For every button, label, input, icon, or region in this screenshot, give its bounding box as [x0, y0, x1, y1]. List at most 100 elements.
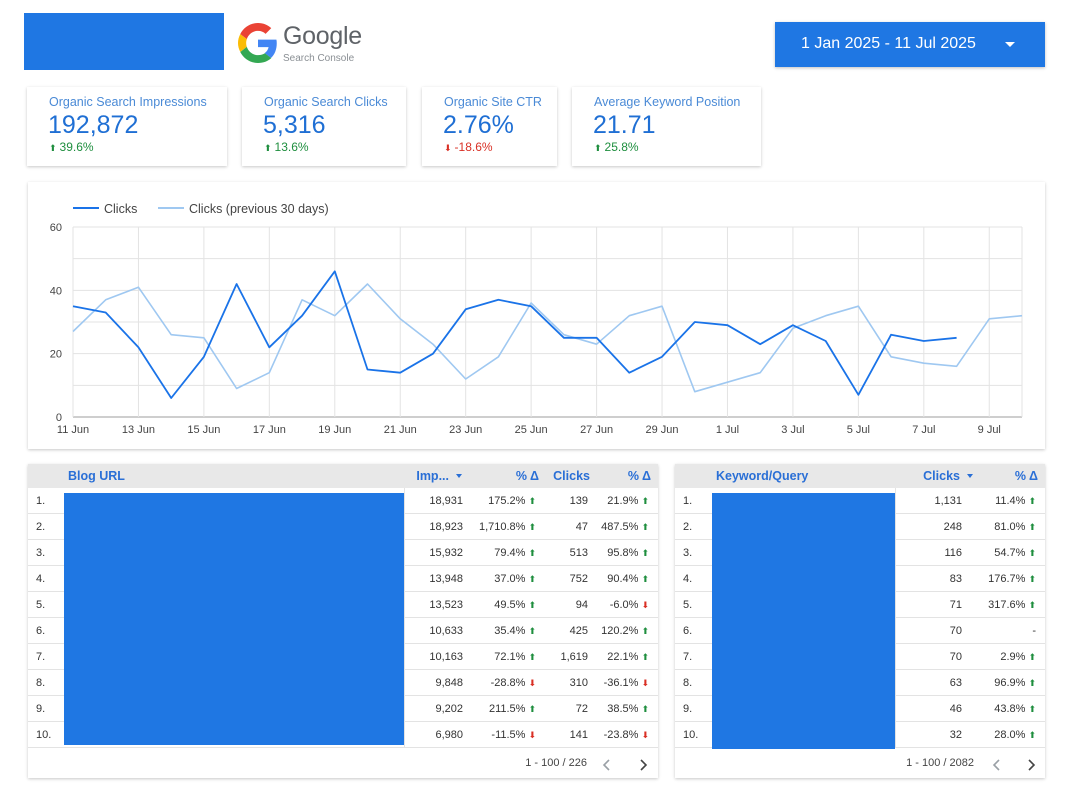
impressions-cell: 10,163: [429, 651, 463, 663]
arrow-up-icon: ⬆: [1028, 574, 1036, 584]
col-header-clicks-delta[interactable]: % Δ: [627, 469, 651, 483]
impressions-cell: 13,948: [429, 573, 463, 585]
table-row[interactable]: 10. 6,980 -11.5% ⬇ 141 -23.8% ⬇: [28, 722, 658, 748]
delta-cell: 317.6% ⬆: [988, 599, 1036, 611]
delta-cell: 79.4% ⬆: [494, 547, 536, 559]
kpi-label: Organic Site CTR: [444, 95, 542, 109]
col-header-blog-url[interactable]: Blog URL: [68, 469, 125, 483]
delta-cell: 28.0% ⬆: [994, 729, 1036, 741]
col-header-clicks[interactable]: Clicks: [553, 469, 590, 483]
arrow-up-icon: ⬆: [1028, 730, 1036, 740]
impressions-cell: 13,523: [429, 599, 463, 611]
clicks-cell: 47: [575, 521, 588, 533]
clicks-cell: 1,619: [560, 651, 588, 663]
impressions-cell: 18,931: [429, 495, 463, 507]
col-header-impressions-delta[interactable]: % Δ: [515, 469, 539, 483]
arrow-up-icon: ⬆: [528, 626, 536, 636]
clicks-cell: 94: [575, 599, 588, 611]
arrow-down-icon: ⬇: [641, 600, 649, 610]
kpi-delta: ⬆ 13.6%: [264, 140, 309, 154]
arrow-up-icon: ⬆: [528, 522, 536, 532]
clicks-cell: 752: [569, 573, 588, 585]
delta-cell: 21.9% ⬆: [607, 495, 649, 507]
brand-logo-block: [24, 13, 224, 70]
clicks-cell: 116: [944, 547, 962, 559]
row-index: 3.: [36, 547, 46, 559]
arrow-up-icon: ⬆: [1028, 496, 1036, 506]
column-divider: [404, 488, 405, 748]
chevron-left-icon[interactable]: [600, 758, 614, 772]
x-tick-label: 13 Jun: [122, 424, 155, 436]
arrow-up-icon: ⬆: [528, 704, 536, 714]
arrow-up-icon: ⬆: [1028, 652, 1036, 662]
arrow-up-icon: ⬆: [1028, 704, 1036, 714]
redacted-keywords: [712, 493, 895, 749]
delta-cell: 11.4% ⬆: [995, 495, 1036, 507]
arrow-up-icon: ⬆: [641, 704, 649, 714]
clicks-cell: 425: [569, 625, 588, 637]
arrow-down-icon: ⬇: [641, 730, 649, 740]
kpi-delta: ⬇ -18.6%: [444, 140, 493, 154]
delta-cell: 38.5% ⬆: [607, 703, 649, 715]
blog-url-table: Blog URL Imp... % Δ Clicks % Δ 1. 18,931 1…: [28, 464, 658, 778]
arrow-up-icon: ⬆: [1028, 522, 1036, 532]
impressions-cell: 15,932: [429, 547, 463, 559]
google-wordmark: Google: [283, 22, 362, 50]
delta-cell: 1,710.8% ⬆: [478, 521, 536, 533]
row-index: 2.: [683, 521, 693, 533]
clicks-cell: 71: [949, 599, 962, 611]
col-header-clicks[interactable]: Clicks: [923, 469, 973, 483]
sort-desc-icon: [967, 474, 973, 478]
arrow-up-icon: ⬆: [528, 548, 536, 558]
date-range-picker[interactable]: 1 Jan 2025 - 11 Jul 2025: [775, 22, 1045, 67]
kpi-card-position: Average Keyword Position 21.71 ⬆ 25.8%: [572, 87, 761, 166]
row-index: 9.: [36, 703, 46, 715]
chevron-left-icon[interactable]: [990, 758, 1004, 772]
row-index: 10.: [36, 729, 52, 741]
kpi-label: Organic Search Impressions: [49, 95, 207, 109]
row-index: 7.: [36, 651, 46, 663]
delta-cell: -28.8% ⬇: [490, 677, 536, 689]
clicks-cell: 70: [949, 651, 962, 663]
legend-label: Clicks (previous 30 days): [189, 202, 329, 216]
arrow-up-icon: ⬆: [528, 496, 536, 506]
delta-cell: -36.1% ⬇: [603, 677, 649, 689]
pagination-range: 1 - 100 / 2082: [906, 757, 974, 769]
col-header-impressions[interactable]: Imp...: [416, 469, 462, 483]
row-index: 5.: [683, 599, 693, 611]
chevron-right-icon[interactable]: [636, 758, 650, 772]
date-range-label: 1 Jan 2025 - 11 Jul 2025: [801, 35, 976, 52]
google-g-icon: [238, 23, 277, 63]
kpi-label: Organic Search Clicks: [264, 95, 388, 109]
col-header-clicks-delta[interactable]: % Δ: [1014, 469, 1038, 483]
arrow-up-icon: ⬆: [1028, 548, 1036, 558]
delta-cell: 22.1% ⬆: [607, 651, 649, 663]
col-header-keyword-query[interactable]: Keyword/Query: [716, 469, 809, 483]
arrow-up-icon: ⬆: [1028, 600, 1036, 610]
delta-cell: 49.5% ⬆: [494, 599, 536, 611]
x-tick-label: 11 Jun: [57, 424, 89, 436]
arrow-up-icon: ⬆: [594, 143, 602, 153]
x-tick-label: 25 Jun: [515, 424, 548, 436]
chevron-right-icon[interactable]: [1024, 758, 1038, 772]
arrow-up-icon: ⬆: [49, 143, 57, 153]
kpi-card-ctr: Organic Site CTR 2.76% ⬇ -18.6%: [422, 87, 557, 166]
kpi-value: 21.71: [593, 111, 656, 139]
arrow-down-icon: ⬇: [528, 730, 536, 740]
google-search-console-logo: Google Search Console: [238, 22, 368, 66]
arrow-up-icon: ⬆: [641, 626, 649, 636]
table-row[interactable]: 2. 18,923 1,710.8% ⬆ 47 487.5% ⬆: [28, 514, 658, 540]
arrow-down-icon: ⬇: [641, 678, 649, 688]
arrow-up-icon: ⬆: [264, 143, 272, 153]
row-index: 10.: [683, 729, 699, 741]
table-header: Keyword/Query Clicks % Δ: [675, 464, 1045, 488]
kpi-delta: ⬆ 25.8%: [594, 140, 639, 154]
delta-cell: -: [1032, 625, 1036, 637]
x-tick-label: 9 Jul: [978, 424, 1001, 436]
row-index: 6.: [36, 625, 46, 637]
clicks-line-chart: 0 20 40 60 11 Jun 13 Jun 15 Jun 17 Jun 19 Jun 21 …: [28, 182, 1045, 449]
clicks-cell: 513: [569, 547, 588, 559]
series-line-clicks: [72, 270, 957, 399]
clicks-cell: 310: [569, 677, 588, 689]
row-index: 2.: [36, 521, 46, 533]
